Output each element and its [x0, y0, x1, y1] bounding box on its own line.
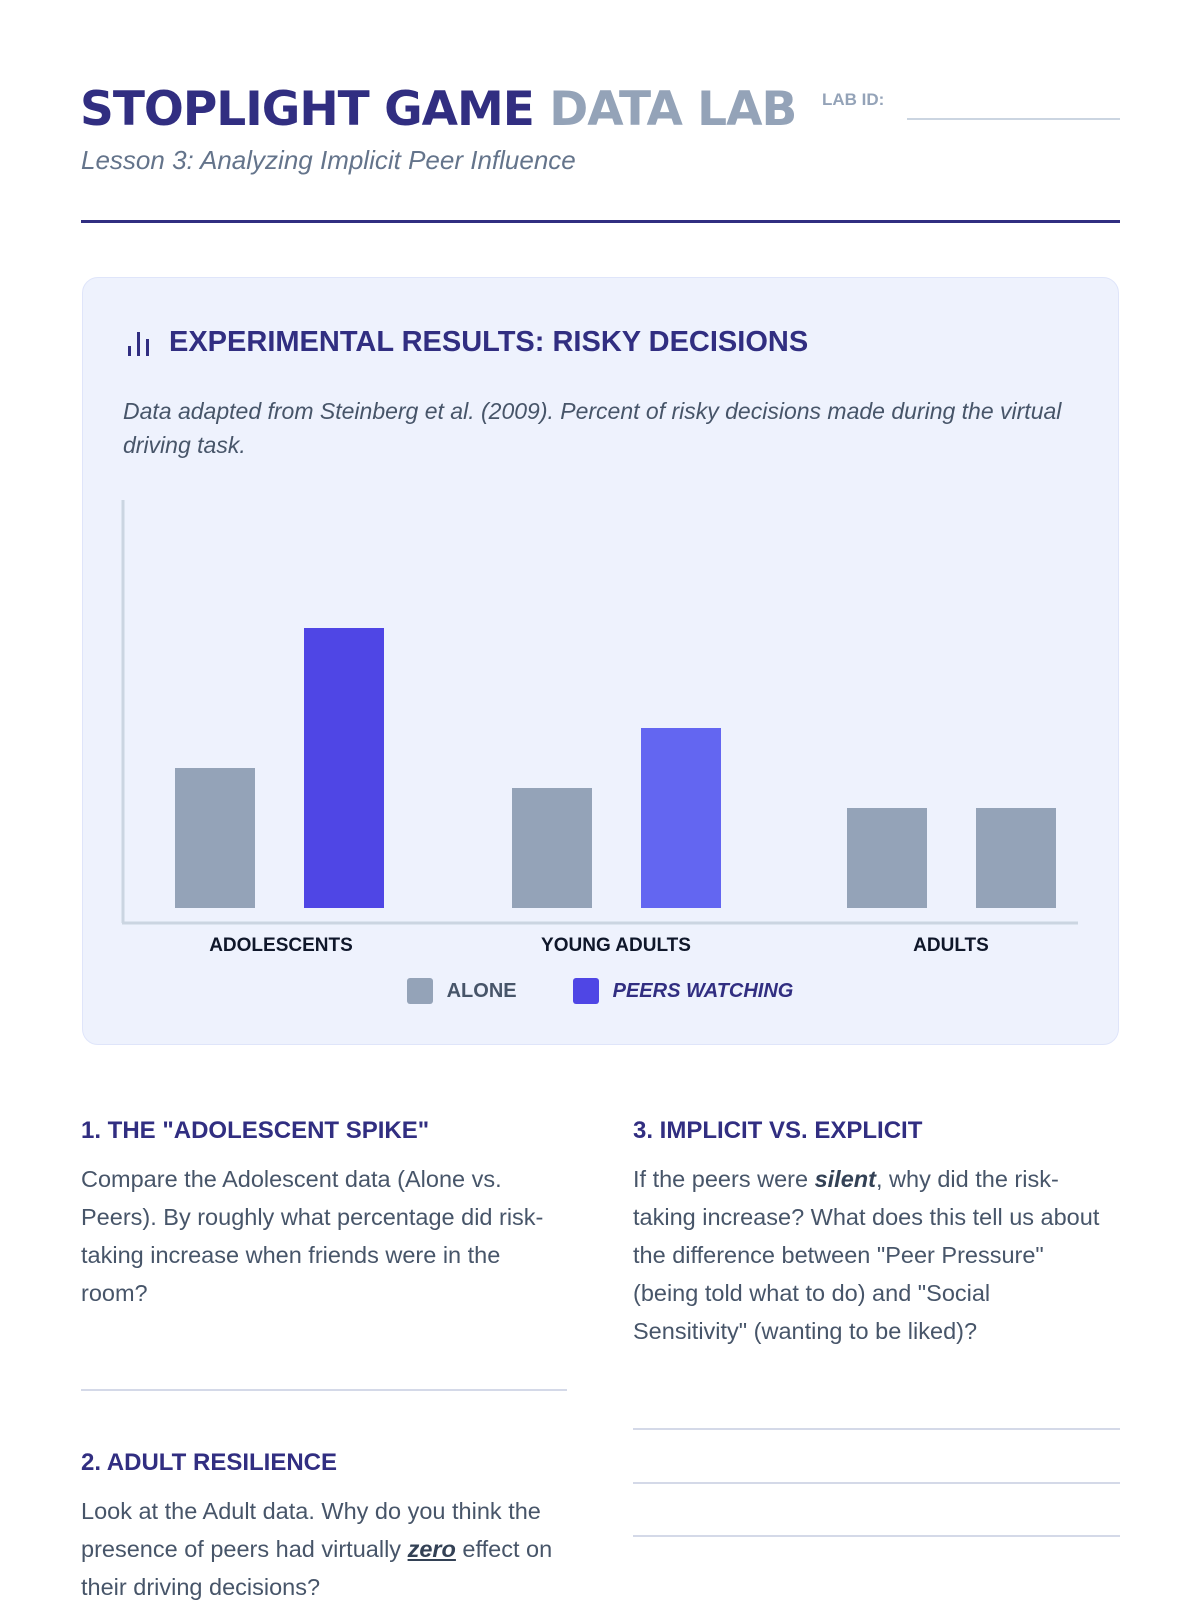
question-1-text: Compare the Adolescent data (Alone vs. P… [81, 1166, 544, 1306]
question-1-title: 1. THE "ADOLESCENT SPIKE" [81, 1117, 430, 1144]
emphasis: silent [814, 1166, 876, 1192]
chart-legend: ALONE PEERS WATCHING [0, 978, 1200, 1004]
page-title: STOPLIGHT GAME DATA LAB [80, 82, 797, 137]
answer-line[interactable] [81, 1389, 567, 1391]
text: , why did the risk-taking increase? What… [633, 1166, 1100, 1344]
card-title: EXPERIMENTAL RESULTS: RISKY DECISIONS [169, 326, 809, 358]
results-card [82, 277, 1119, 1045]
legend-swatch [406, 978, 433, 1004]
emphasis: zero [407, 1536, 456, 1562]
question-3-text: If the peers were silent, why did the ri… [633, 1160, 1103, 1350]
answer-line[interactable] [633, 1428, 1120, 1430]
title-secondary: DATA LAB [549, 82, 797, 137]
answer-line[interactable] [633, 1535, 1120, 1537]
answer-line[interactable] [633, 1482, 1120, 1484]
legend-item-peers: PEERS WATCHING [572, 978, 794, 1004]
text: effect on their driving decisions? [81, 1536, 553, 1600]
legend-label: ALONE [446, 979, 517, 1002]
lab-id-label: LAB ID: [822, 90, 885, 109]
data-source-note: Data adapted from Steinberg et al. (2009… [123, 398, 1062, 458]
question-2-title: 2. ADULT RESILIENCE [81, 1449, 338, 1476]
text: If the peers were [633, 1166, 815, 1192]
question-2-text: Look at the Adult data. Why do you think… [81, 1492, 561, 1606]
header-divider [81, 220, 1120, 223]
bar-chart-icon [128, 332, 149, 356]
legend-swatch [572, 978, 599, 1004]
lab-id-field[interactable] [907, 118, 1120, 120]
question-3-title: 3. IMPLICIT VS. EXPLICIT [633, 1117, 923, 1144]
legend-item-alone: ALONE [406, 978, 517, 1004]
text: Look at the Adult data. Why do you think… [81, 1498, 541, 1562]
lesson-subtitle: Lesson 3: Analyzing Implicit Peer Influe… [81, 145, 576, 175]
title-primary: STOPLIGHT GAME [80, 82, 535, 137]
legend-label: PEERS WATCHING [612, 979, 794, 1002]
